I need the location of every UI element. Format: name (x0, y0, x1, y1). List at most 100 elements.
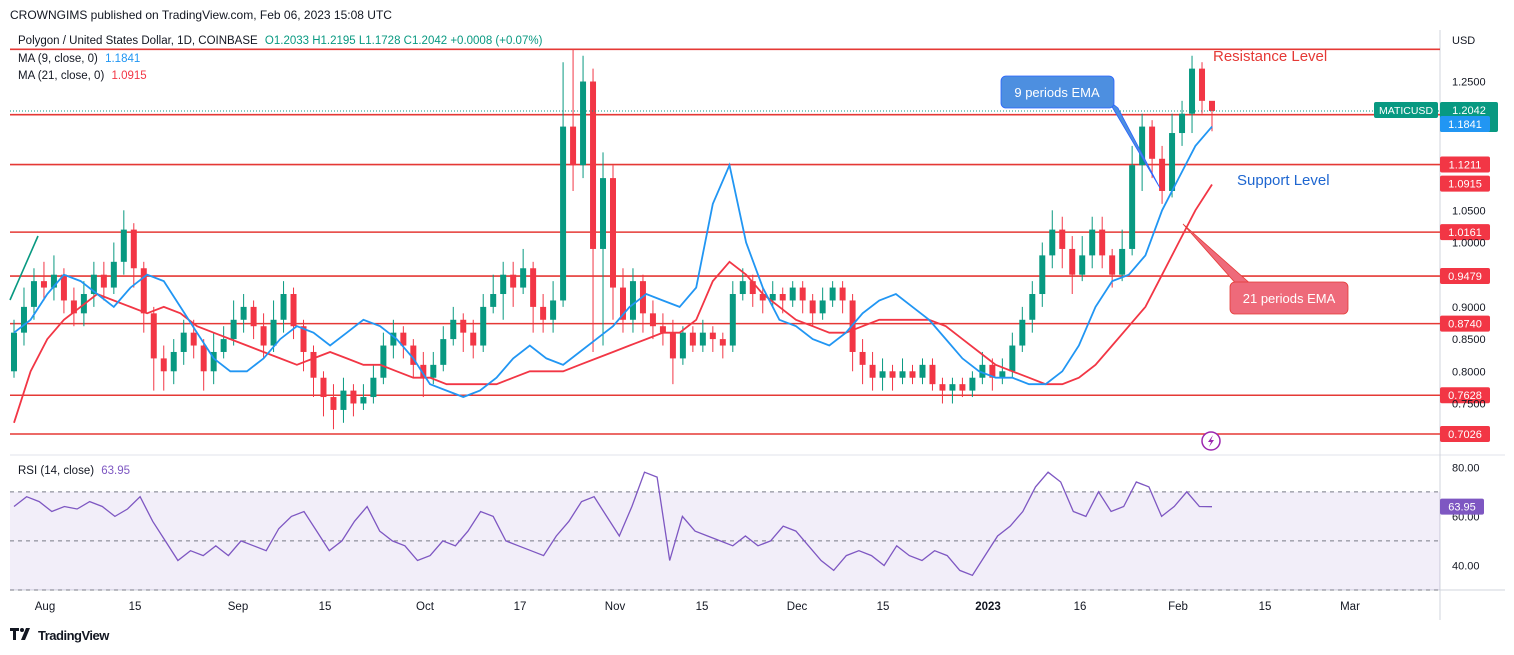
candle-body[interactable] (60, 274, 67, 301)
candle-body[interactable] (580, 81, 587, 166)
candle-body[interactable] (789, 287, 796, 301)
candle-body[interactable] (1129, 165, 1136, 249)
candle-body[interactable] (510, 274, 517, 288)
candle-body[interactable] (140, 268, 147, 314)
candle-body[interactable] (929, 364, 936, 385)
candle-body[interactable] (610, 178, 616, 288)
candle-body[interactable] (220, 339, 227, 352)
candle-body[interactable] (130, 229, 137, 269)
ma9-legend[interactable]: MA (9, close, 0) 1.1841 (18, 53, 140, 65)
candle-body[interactable] (320, 377, 327, 398)
price-chart[interactable]: 1.19851.12111.01610.94790.87400.76280.70… (0, 0, 1514, 625)
candle-body[interactable] (659, 326, 666, 333)
ema21-callout-box[interactable] (1229, 281, 1349, 315)
candle-body[interactable] (180, 332, 187, 352)
candle-body[interactable] (70, 300, 77, 314)
candle-body[interactable] (400, 332, 407, 346)
candle-body[interactable] (619, 287, 626, 320)
candle-body[interactable] (869, 364, 876, 378)
candle-body[interactable] (20, 306, 27, 333)
candle-body[interactable] (380, 345, 387, 378)
candle-body[interactable] (120, 229, 127, 262)
candle-body[interactable] (1169, 133, 1176, 191)
candle-body[interactable] (1099, 229, 1106, 256)
candle-body[interactable] (300, 326, 307, 352)
candle-body[interactable] (420, 364, 427, 378)
ma9-line[interactable] (13, 126, 1213, 398)
candle-body[interactable] (240, 306, 247, 320)
candle-body[interactable] (410, 345, 417, 365)
candle-body[interactable] (600, 178, 607, 249)
candle-body[interactable] (250, 306, 257, 327)
candle-body[interactable] (560, 126, 567, 301)
candle-body[interactable] (739, 281, 746, 295)
candle-body[interactable] (679, 332, 686, 359)
candle-body[interactable] (1179, 113, 1186, 134)
candle-body[interactable] (50, 274, 57, 288)
candle-body[interactable] (1009, 345, 1016, 372)
candle-body[interactable] (350, 390, 357, 404)
candle-body[interactable] (1069, 248, 1076, 275)
candle-body[interactable] (170, 351, 177, 372)
candle-body[interactable] (490, 294, 497, 307)
candle-body[interactable] (550, 300, 557, 320)
candle-body[interactable] (450, 319, 457, 340)
candle-body[interactable] (330, 397, 337, 410)
candle-body[interactable] (520, 268, 527, 288)
candle-body[interactable] (390, 332, 397, 346)
candle-body[interactable] (719, 339, 726, 346)
candle-body[interactable] (769, 294, 776, 301)
candle-body[interactable] (1199, 68, 1206, 101)
lightning-icon[interactable] (1201, 431, 1221, 451)
candle-body[interactable] (100, 274, 107, 288)
candle-body[interactable] (949, 384, 956, 391)
candle-body[interactable] (709, 332, 716, 340)
candle-body[interactable] (150, 313, 157, 359)
ma21-line[interactable] (13, 184, 1213, 424)
candle-body[interactable] (11, 332, 17, 372)
candle-body[interactable] (340, 390, 347, 410)
candle-body[interactable] (430, 364, 437, 378)
rsi-line[interactable] (13, 471, 1213, 577)
candle-body[interactable] (1049, 229, 1056, 256)
candle-body[interactable] (480, 306, 487, 346)
trend-line[interactable] (9, 235, 39, 301)
candle-body[interactable] (829, 287, 836, 301)
candle-body[interactable] (280, 294, 287, 320)
candle-body[interactable] (809, 300, 816, 314)
candle-body[interactable] (540, 306, 547, 320)
candle-body[interactable] (859, 351, 866, 365)
candle-body[interactable] (1089, 229, 1096, 256)
candle-body[interactable] (889, 371, 896, 378)
candle-body[interactable] (1059, 229, 1066, 249)
candle-body[interactable] (1119, 248, 1126, 275)
candle-body[interactable] (919, 364, 926, 378)
candle-body[interactable] (90, 274, 97, 295)
candle-body[interactable] (530, 268, 537, 307)
symbol-name[interactable]: Polygon / United States Dollar, 1D, COIN… (18, 35, 258, 47)
candle-body[interactable] (470, 332, 477, 346)
candle-body[interactable] (969, 377, 976, 391)
candle-body[interactable] (979, 364, 986, 378)
candle-body[interactable] (570, 126, 577, 166)
candle-body[interactable] (160, 358, 167, 372)
candle-body[interactable] (40, 281, 47, 288)
candle-body[interactable] (1149, 126, 1156, 159)
ema9-callout-box[interactable] (1000, 75, 1115, 109)
candle-body[interactable] (590, 81, 597, 249)
candle-body[interactable] (290, 294, 297, 327)
candle-body[interactable] (190, 332, 197, 346)
tradingview-brand[interactable]: TradingView (38, 628, 109, 643)
candle-body[interactable] (1109, 255, 1116, 275)
candle-body[interactable] (1189, 68, 1196, 114)
candle-body[interactable] (759, 294, 766, 301)
candle-body[interactable] (629, 281, 636, 320)
candle-body[interactable] (939, 384, 946, 391)
candle-body[interactable] (440, 339, 447, 365)
candle-body[interactable] (689, 332, 696, 346)
candle-body[interactable] (999, 371, 1006, 378)
candle-body[interactable] (370, 377, 377, 398)
candle-body[interactable] (749, 281, 756, 295)
candle-body[interactable] (899, 371, 906, 378)
candle-body[interactable] (909, 371, 916, 378)
